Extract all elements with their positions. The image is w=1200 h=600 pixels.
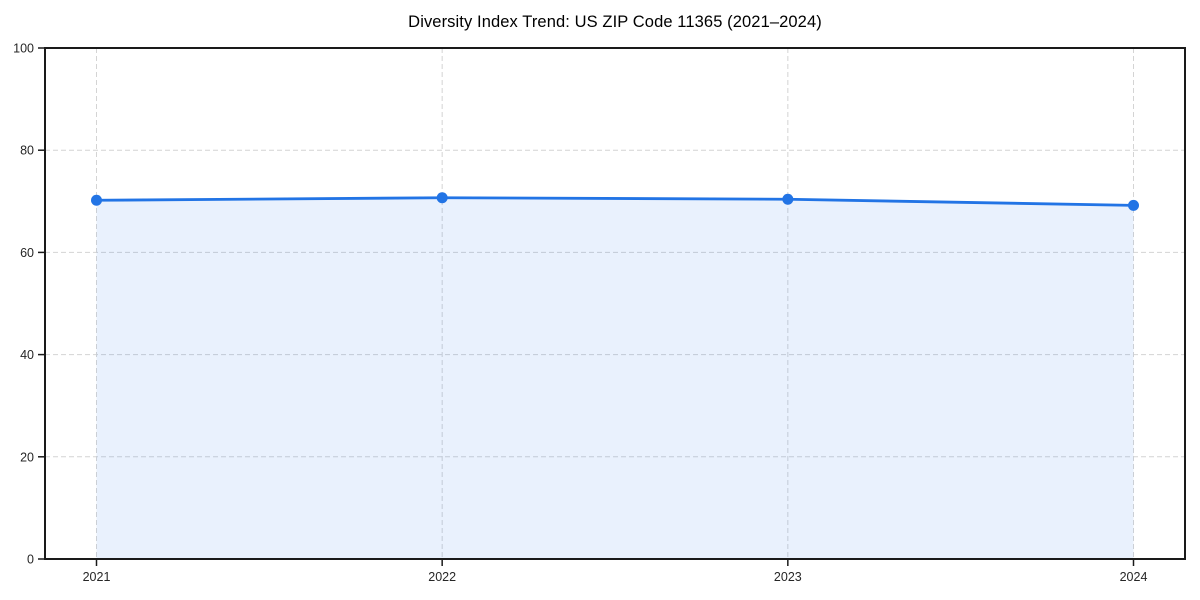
y-tick-label-0: 0 xyxy=(27,553,34,567)
data-point-2024 xyxy=(1128,199,1139,211)
x-tick-label-2021: 2021 xyxy=(83,570,111,584)
data-point-2023 xyxy=(782,193,794,205)
y-tick-label-60: 60 xyxy=(20,246,34,260)
chart-title: Diversity Index Trend: US ZIP Code 11365… xyxy=(408,13,822,31)
plot-border xyxy=(44,47,1186,560)
y-tick-label-100: 100 xyxy=(13,42,34,56)
x-tick-label-2022: 2022 xyxy=(428,570,456,584)
trend-line xyxy=(95,196,1135,207)
y-tick-label-40: 40 xyxy=(20,348,34,362)
area-fill xyxy=(96,197,1134,559)
data-point-2021 xyxy=(91,194,102,206)
y-tick-label-20: 20 xyxy=(20,450,34,464)
x-tick-label-2023: 2023 xyxy=(774,570,802,584)
y-tick-label-80: 80 xyxy=(20,144,34,158)
x-tick-label-2024: 2024 xyxy=(1120,570,1148,584)
data-point-2022 xyxy=(436,192,448,204)
